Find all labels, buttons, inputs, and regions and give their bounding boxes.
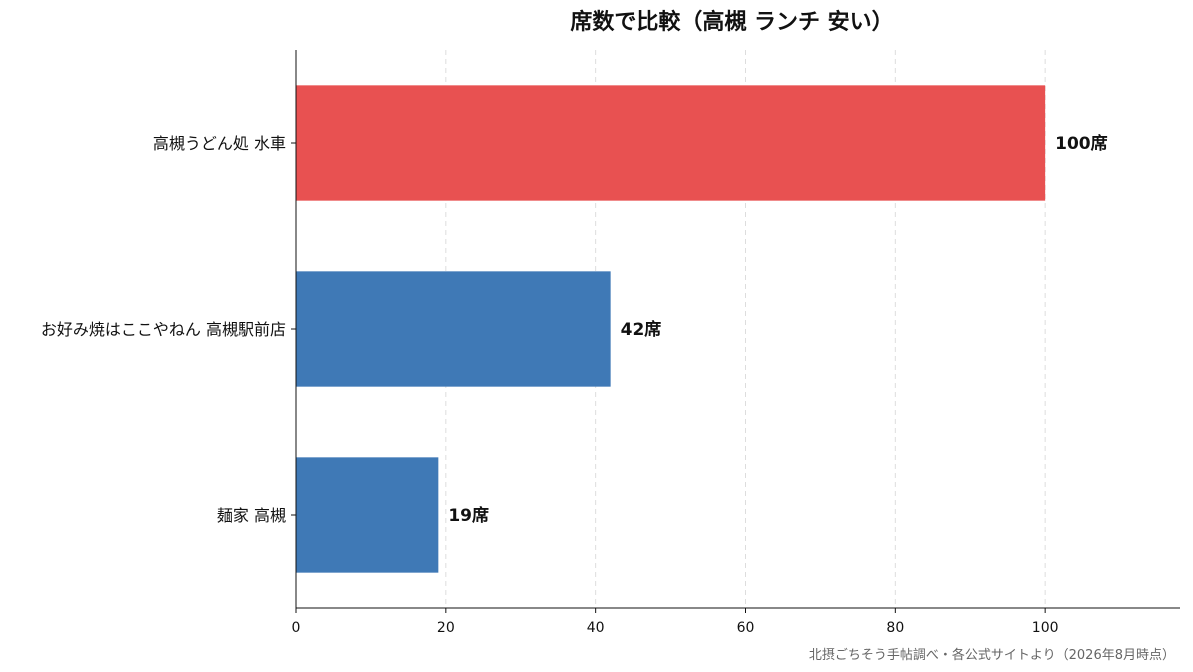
category-label: 高槻うどん処 水車 [153,134,286,153]
value-label: 19席 [448,505,489,526]
bars [296,85,1046,573]
chart-title: 席数で比較（高槻 ランチ 安い） [570,9,893,35]
bar [296,85,1046,201]
bar [296,271,611,387]
value-label: 100席 [1055,133,1108,154]
bar [296,457,439,573]
x-tick-label: 100 [1032,620,1059,636]
x-tick-label: 60 [737,620,755,636]
category-label: お好み焼はここやねん 高槻駅前店 [41,320,286,339]
x-tick-label: 0 [292,620,301,636]
x-tick-label: 40 [587,620,605,636]
value-label: 42席 [621,319,662,340]
x-tick-label: 20 [437,620,455,636]
x-axis-ticks: 0 20 40 60 80 100 [291,142,1059,636]
category-label: 麺家 高槻 [217,506,286,525]
value-labels: 100席 42席 19席 [448,133,1107,526]
source-note: 北摂ごちそう手帖調べ・各公式サイトより（2026年8月時点） [809,647,1175,663]
x-tick-label: 80 [886,620,904,636]
